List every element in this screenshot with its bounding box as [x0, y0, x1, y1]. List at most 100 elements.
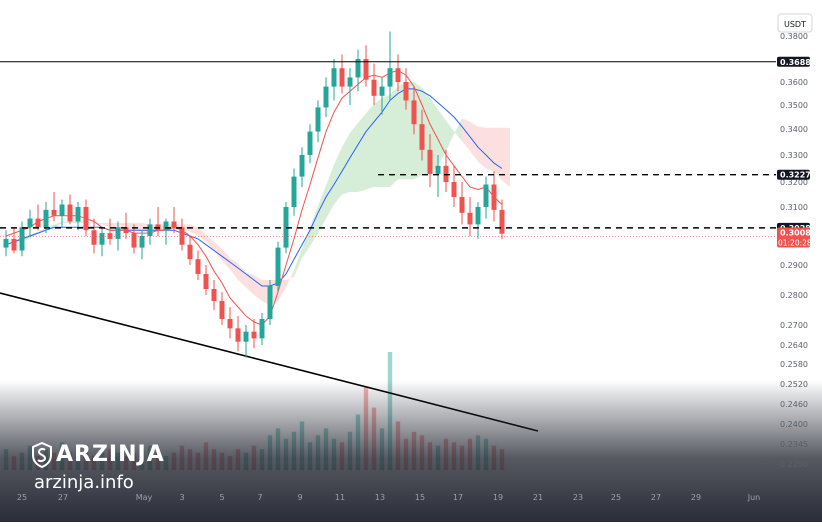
price-tick-label: 0.2900 [780, 261, 808, 270]
candle-body [419, 124, 425, 150]
price-tick-label: 0.2640 [780, 341, 808, 350]
cloud-segment [350, 123, 358, 192]
price-tick-label: 0.3200 [780, 178, 808, 187]
date-tick-label: 9 [297, 493, 302, 502]
candle [491, 171, 497, 222]
candle [99, 227, 105, 257]
candle [131, 224, 137, 254]
candle [27, 209, 33, 236]
candle-body [11, 238, 17, 251]
cloud-segment [46, 224, 54, 231]
bottom-gradient [0, 380, 822, 522]
candle-body [347, 77, 353, 87]
cloud-segment [102, 222, 110, 228]
candle-body [395, 68, 401, 82]
cloud-segment [462, 118, 470, 152]
candle-body [139, 236, 145, 248]
date-tick-label: 19 [493, 493, 503, 502]
date-tick-label: 5 [219, 493, 224, 502]
candle-body [219, 301, 225, 319]
candle [227, 307, 233, 339]
candle [219, 292, 225, 325]
price-tick-label: 0.2520 [780, 380, 808, 389]
bottom-fade [0, 380, 822, 522]
cloud-segment [134, 222, 142, 232]
candle-body [459, 197, 465, 213]
candle-body [435, 165, 441, 174]
current-price-badge-text: 0.3008 [780, 229, 811, 238]
candle-body [371, 79, 377, 96]
candle [11, 227, 17, 254]
resistance-badge: 0.3688 [777, 56, 811, 67]
date-axis: 25 27 May 3 5 7 9 11 13 15 17 19 21 23 25 27 29 Jun [17, 493, 760, 502]
candle-body [307, 131, 313, 155]
date-tick-label: 21 [533, 493, 543, 502]
candle [467, 197, 473, 236]
candle-body [203, 274, 209, 289]
candle-body [339, 68, 345, 87]
candle-body [43, 209, 49, 228]
candle-body [147, 224, 153, 236]
cloud-segment [302, 227, 310, 258]
candle-body [475, 207, 481, 225]
candle [243, 325, 249, 358]
candle [435, 155, 441, 197]
cloud-segment [390, 86, 398, 187]
price-tick-label: 0.2400 [780, 420, 808, 429]
candle [323, 77, 329, 117]
candle-body [211, 289, 217, 301]
candle-body [299, 155, 305, 177]
candle [483, 176, 489, 219]
date-tick-label: 27 [58, 493, 68, 502]
candle-body [363, 59, 369, 80]
candle [179, 218, 185, 251]
resistance-badge-bg [777, 56, 810, 67]
candle [419, 109, 425, 161]
dashed-upper-badge: 0.3227 [777, 169, 811, 180]
date-tick-label: 23 [573, 493, 583, 502]
candle-body [3, 238, 9, 248]
candle-body [483, 184, 489, 207]
resistance-badge-text: 0.3688 [780, 58, 811, 67]
date-tick-label: 27 [651, 493, 661, 502]
date-tick-label: 15 [415, 493, 425, 502]
candle-body [427, 149, 433, 174]
candle [51, 192, 57, 222]
cloud-segment [206, 234, 214, 251]
current-price-badge-bg [777, 227, 810, 248]
date-tick-label: 3 [179, 493, 184, 502]
candle [35, 204, 41, 231]
date-tick-label: 17 [453, 493, 463, 502]
candle [187, 236, 193, 265]
candle-body [187, 244, 193, 260]
candle [91, 218, 97, 254]
candle-body [251, 331, 257, 339]
candle-body [59, 204, 65, 216]
candle-body [195, 259, 201, 274]
candle [203, 265, 209, 295]
candle-body [267, 286, 273, 319]
currency-button[interactable]: USDT [777, 13, 813, 33]
cloud-segment [94, 222, 102, 225]
candle [115, 221, 121, 251]
price-tick-label: 0.2800 [780, 291, 808, 300]
candle [171, 207, 177, 234]
price-axis: 0.3800 0.3600 0.3500 0.3400 0.3300 0.3200 0.31… [777, 32, 812, 469]
candle [371, 63, 377, 105]
cloud-segment [374, 98, 382, 187]
cloud-segment [286, 269, 294, 288]
candle-body [387, 68, 393, 87]
date-tick-label: 7 [257, 493, 262, 502]
candle-body [331, 68, 337, 87]
price-tick-label: 0.3100 [780, 203, 808, 212]
candle-body [323, 86, 329, 108]
candle [59, 199, 65, 228]
candle [299, 147, 305, 187]
date-tick-label: 11 [335, 493, 345, 502]
candle [387, 31, 393, 101]
candle [459, 182, 465, 225]
candle [411, 86, 417, 135]
